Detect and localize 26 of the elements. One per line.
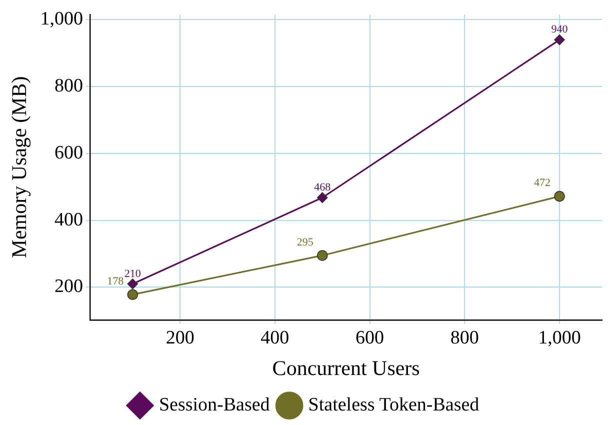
- y-tick-label: 1,000: [40, 8, 83, 30]
- point: [316, 250, 328, 261]
- data-label: 295: [296, 236, 314, 248]
- data-label: 940: [551, 24, 568, 36]
- data-label: 210: [124, 268, 142, 280]
- x-tick-label: 800: [450, 327, 479, 348]
- x-axis-title: Concurrent Users: [272, 356, 420, 380]
- point: [127, 289, 138, 300]
- legend-label: Stateless Token-Based: [308, 394, 480, 416]
- data-label: 468: [314, 182, 332, 194]
- point: [554, 190, 565, 202]
- point: [316, 192, 328, 204]
- x-tick-label: 600: [356, 327, 384, 348]
- y-tick-label: 200: [54, 276, 83, 298]
- y-tick-label: 600: [54, 142, 83, 164]
- data-label: 178: [107, 275, 124, 288]
- x-tick-label: 400: [260, 327, 290, 348]
- point: [554, 34, 565, 46]
- legend-label: Session-Based: [158, 394, 270, 416]
- y-tick-label: 400: [54, 209, 83, 230]
- x-tick-label: 200: [166, 327, 194, 348]
- y-tick-label: 800: [54, 76, 83, 97]
- x-tick-label: 1,000: [538, 327, 581, 348]
- point: [127, 278, 138, 290]
- data-label: 472: [534, 177, 551, 190]
- y-axis-title: Memory Usage (MB): [7, 76, 32, 258]
